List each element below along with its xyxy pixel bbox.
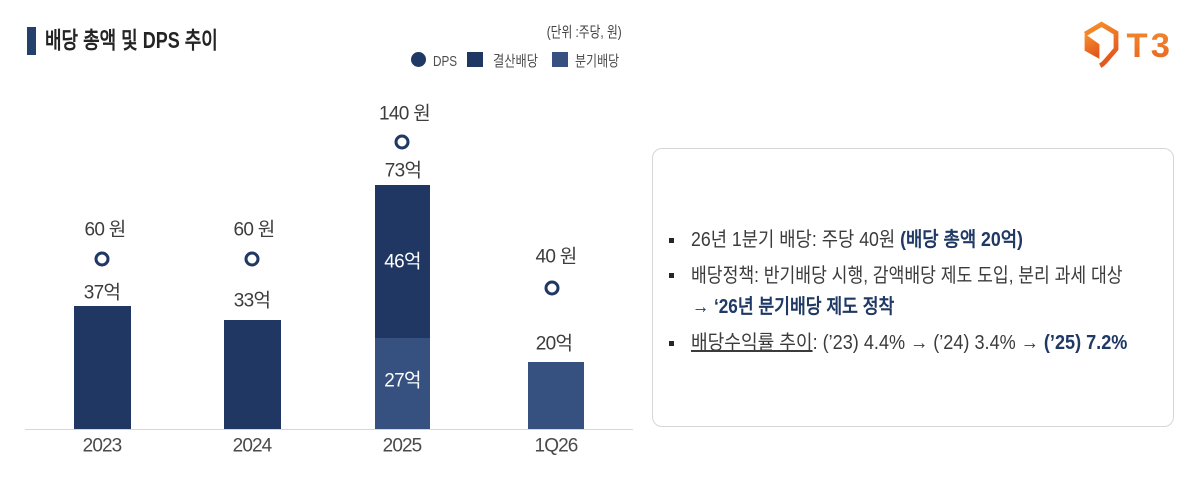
svg-text:T3: T3: [1127, 27, 1174, 65]
